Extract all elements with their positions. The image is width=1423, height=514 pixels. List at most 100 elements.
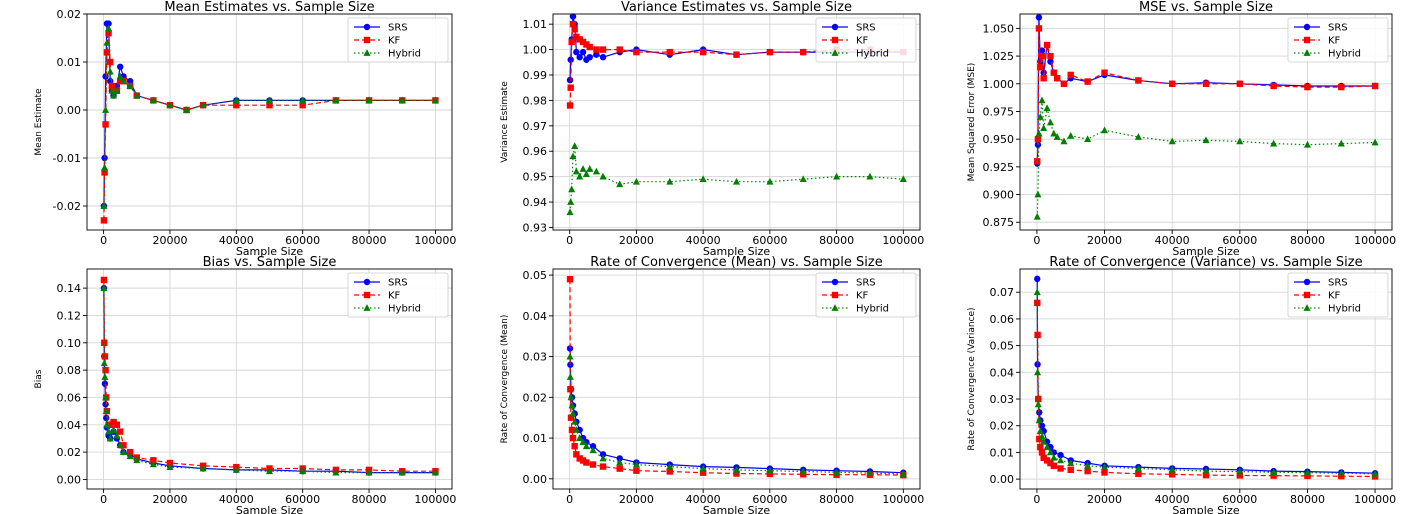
- y-tick-label: 0.97: [523, 120, 548, 133]
- y-tick-label: 0.99: [523, 69, 548, 82]
- data-point-kf: [666, 48, 673, 56]
- data-point-hybrid: [1038, 432, 1046, 440]
- data-point-hybrid: [592, 167, 600, 175]
- x-tick-label: 80000: [352, 234, 387, 247]
- chart-title: Rate of Convergence (Mean) vs. Sample Si…: [590, 255, 882, 270]
- legend-label-hybrid: Hybrid: [388, 49, 421, 60]
- data-point-kf: [1338, 472, 1345, 480]
- y-tick-label: 0.07: [990, 286, 1015, 299]
- x-tick-label: 0: [100, 493, 107, 506]
- plot-frame: [86, 268, 453, 490]
- data-point-kf: [1035, 395, 1042, 403]
- y-tick-label: 0.14: [57, 282, 82, 295]
- y-tick-label: 0.10: [57, 337, 82, 350]
- legend-label-hybrid: Hybrid: [388, 304, 421, 315]
- x-tick-label: 100000: [414, 234, 456, 247]
- plot-frame: [1019, 268, 1393, 490]
- data-point-kf: [110, 418, 117, 426]
- x-tick-label: 100000: [1354, 234, 1396, 247]
- y-tick-label: 1.025: [983, 50, 1015, 63]
- data-point-kf: [1101, 69, 1108, 76]
- legend-label-hybrid: Hybrid: [856, 49, 889, 60]
- data-point-hybrid: [101, 163, 109, 171]
- data-point-kf: [583, 459, 590, 466]
- legend-marker-hybrid: [831, 304, 839, 311]
- data-point-hybrid: [1038, 96, 1046, 104]
- x-axis-label: Sample Size: [1172, 245, 1240, 258]
- series-group: [100, 20, 439, 224]
- data-point-hybrid: [100, 202, 108, 209]
- data-point-kf: [108, 82, 116, 90]
- data-point-hybrid: [106, 67, 114, 75]
- data-point-hybrid: [799, 467, 807, 475]
- data-point-hybrid: [1303, 140, 1311, 148]
- legend-marker-srs: [1303, 23, 1311, 31]
- data-point-hybrid: [133, 456, 141, 464]
- legend-label-srs: SRS: [1328, 23, 1348, 34]
- data-point-hybrid: [632, 177, 640, 185]
- y-tick-label: -0.02: [53, 200, 81, 213]
- x-tick-label: 60000: [1222, 234, 1257, 247]
- data-point-hybrid: [766, 177, 774, 185]
- y-tick-label: 0.00: [57, 104, 82, 117]
- y-tick-label: 0.950: [983, 133, 1015, 146]
- series-line-hybrid: [569, 356, 904, 475]
- data-point-hybrid: [149, 460, 157, 468]
- y-tick-label: 0.04: [523, 310, 548, 323]
- legend-marker-kf: [1303, 36, 1311, 44]
- x-tick-label: 60000: [285, 493, 320, 506]
- data-point-hybrid: [110, 91, 118, 99]
- data-point-hybrid: [616, 458, 624, 466]
- legend-label-kf: KF: [856, 36, 869, 47]
- data-point-kf: [616, 465, 623, 472]
- y-tick-label: 0.01: [523, 432, 548, 445]
- legend-box: [1287, 272, 1389, 318]
- data-point-kf: [568, 426, 576, 434]
- data-point-kf: [733, 51, 740, 58]
- y-tick-label: 0.98: [523, 94, 548, 107]
- data-point-hybrid: [1053, 133, 1061, 140]
- x-tick-label: 100000: [414, 493, 456, 506]
- data-point-hybrid: [299, 467, 307, 475]
- y-tick-label: 0.06: [57, 391, 82, 404]
- legend-label-srs: SRS: [388, 23, 408, 34]
- data-point-hybrid: [431, 96, 439, 104]
- data-point-hybrid: [1034, 400, 1042, 408]
- data-point-hybrid: [579, 165, 587, 172]
- data-point-kf: [101, 339, 108, 346]
- data-point-kf: [1034, 299, 1041, 307]
- data-point-kf: [1202, 80, 1210, 87]
- y-axis-label: Mean Estimate: [34, 88, 44, 156]
- legend-marker-srs: [831, 23, 839, 31]
- data-point-hybrid: [1050, 129, 1058, 137]
- x-tick-label: 80000: [352, 493, 387, 506]
- grid: [1020, 14, 1392, 230]
- data-point-hybrid: [102, 106, 110, 113]
- y-tick-label: 0.04: [57, 419, 82, 432]
- x-tick-label: 20000: [619, 493, 654, 506]
- legend-marker-hybrid: [1303, 49, 1311, 56]
- data-point-hybrid: [126, 82, 134, 89]
- data-point-hybrid: [119, 77, 128, 85]
- series-group: [1033, 275, 1379, 480]
- data-point-kf: [569, 20, 577, 28]
- series-line-kf: [1036, 302, 1376, 478]
- data-point-hybrid: [1270, 468, 1278, 476]
- data-point-hybrid: [1035, 129, 1043, 137]
- data-point-kf: [1135, 470, 1142, 477]
- data-point-kf: [566, 102, 574, 109]
- data-point-hybrid: [1303, 468, 1311, 476]
- data-point-srs: [616, 455, 623, 462]
- x-tick-label: 0: [1033, 234, 1040, 247]
- legend-label-hybrid: Hybrid: [1328, 304, 1361, 315]
- data-point-srs: [599, 54, 607, 61]
- data-point-hybrid: [616, 180, 624, 188]
- data-point-hybrid: [1371, 138, 1379, 146]
- data-point-kf: [113, 421, 121, 428]
- y-tick-label: 1.000: [983, 78, 1015, 91]
- data-point-kf: [573, 451, 580, 458]
- data-point-kf: [101, 353, 109, 360]
- y-tick-label: 0.03: [523, 351, 548, 364]
- y-tick-label: 0.925: [983, 161, 1015, 174]
- data-point-kf: [120, 442, 127, 449]
